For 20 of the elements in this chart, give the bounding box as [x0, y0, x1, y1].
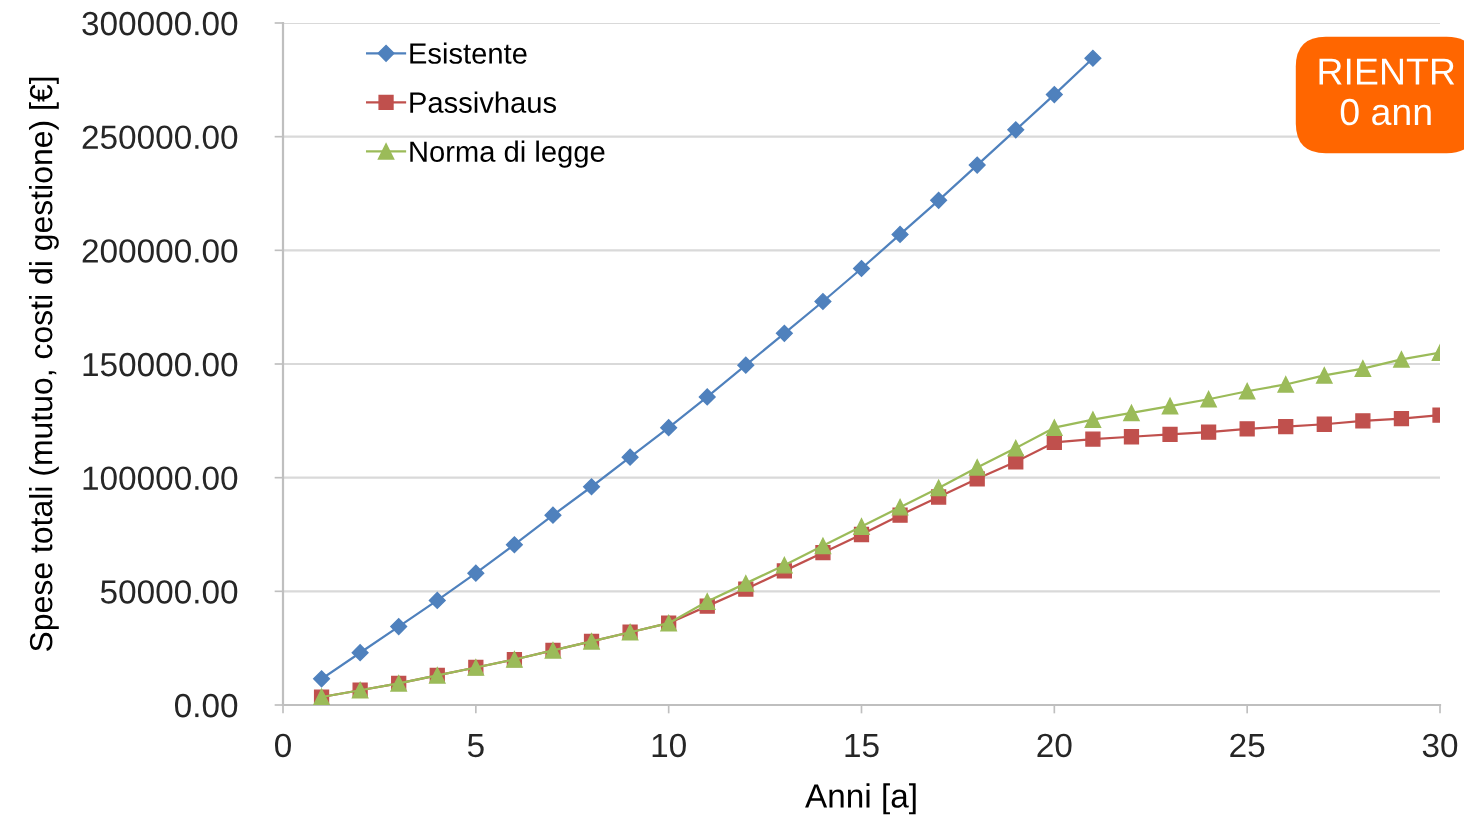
- y-tick-label: 50000.00: [100, 580, 238, 604]
- annotation: RIENTR 0 ann: [1319, 58, 1455, 126]
- y-tick-label: 100000.00: [83, 466, 238, 491]
- x-tick-label: 0: [275, 733, 291, 758]
- legend-label: Esistente: [410, 42, 527, 64]
- y-tick-label: 250000.00: [82, 125, 238, 150]
- y-tick-label: 150000.00: [83, 352, 238, 377]
- x-tick-label: 30: [1422, 733, 1458, 758]
- legend-label: Passivhaus: [410, 91, 557, 113]
- x-axis-title: Anni [a]: [805, 783, 916, 815]
- y-tick-label: 200000.00: [82, 239, 238, 263]
- x-tick-label: 25: [1230, 733, 1265, 758]
- x-tick-label: 10: [652, 733, 686, 758]
- legend-label: Norma di legge: [410, 140, 605, 168]
- y-tick-label: 300000.00: [82, 11, 238, 36]
- y-axis-title: Spese totali (mutuo, costi di gestione) [€]: [29, 77, 59, 652]
- y-tick-label: 0.00: [174, 693, 238, 718]
- x-tick-label: 5: [467, 734, 484, 758]
- x-tick-label: 20: [1037, 733, 1072, 758]
- x-tick-label: 15: [845, 734, 879, 758]
